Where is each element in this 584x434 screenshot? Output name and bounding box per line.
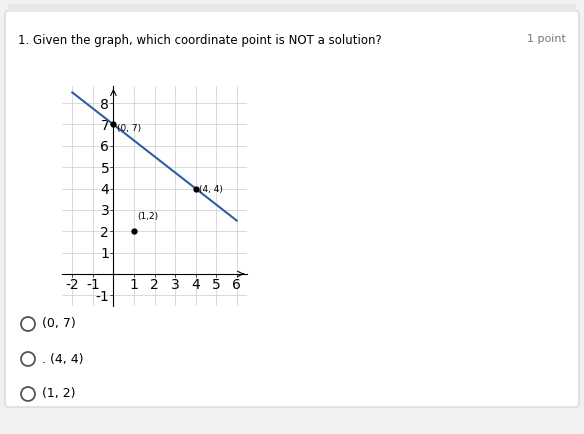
FancyBboxPatch shape [5,11,579,407]
Text: . (4, 4): . (4, 4) [42,352,84,365]
Text: 1. Given the graph, which coordinate point is NOT a solution?: 1. Given the graph, which coordinate poi… [18,34,382,47]
FancyBboxPatch shape [8,4,576,12]
Text: 1 point: 1 point [527,34,566,44]
Text: (0, 7): (0, 7) [42,318,76,331]
Text: (4, 4): (4, 4) [199,185,223,194]
Text: (0, 7): (0, 7) [117,124,141,133]
Text: (1,2): (1,2) [137,213,158,221]
Text: (1, 2): (1, 2) [42,388,75,401]
